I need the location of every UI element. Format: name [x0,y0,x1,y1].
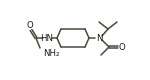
Text: HN: HN [40,34,54,42]
Text: N: N [96,34,102,42]
Text: O: O [119,42,125,52]
Text: NH₂: NH₂ [43,48,60,58]
Text: O: O [27,20,33,30]
